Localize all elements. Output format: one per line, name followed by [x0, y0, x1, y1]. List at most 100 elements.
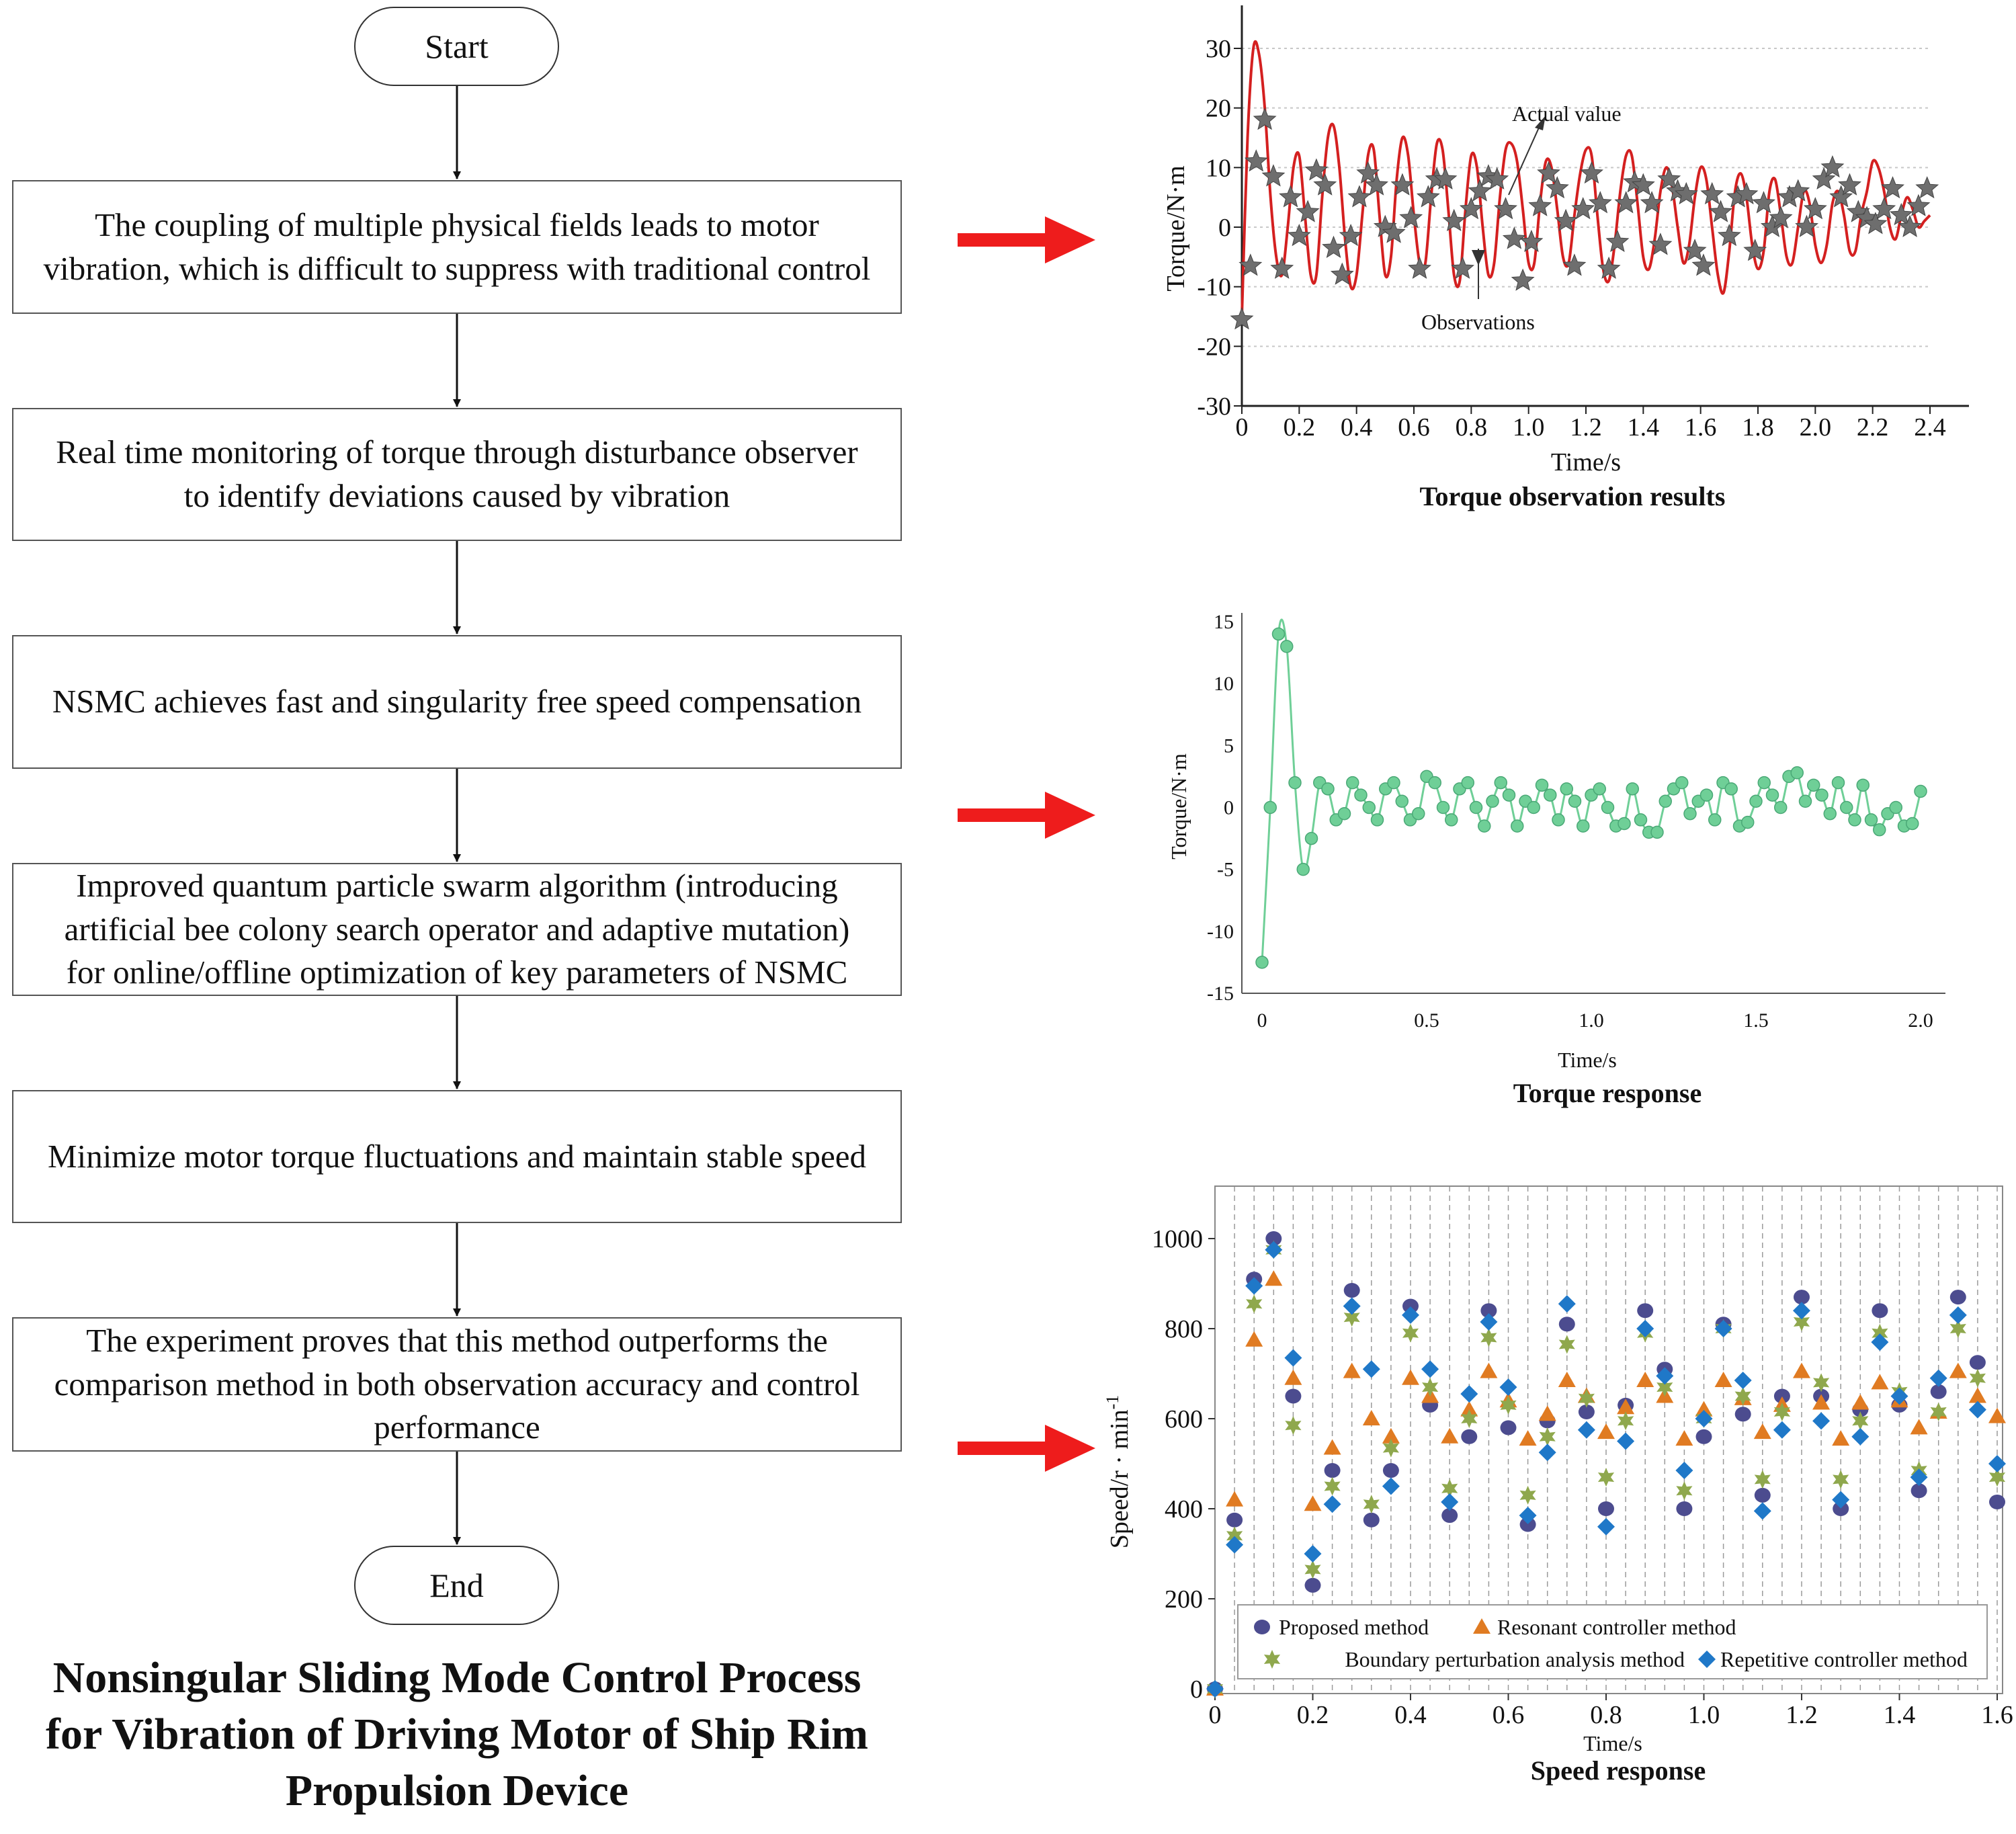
triangle-marker [1832, 1430, 1850, 1446]
process-step-nsmc: NSMC achieves fast and singularity free … [12, 635, 902, 769]
triangle-marker [1245, 1331, 1263, 1347]
diamond-marker [1480, 1312, 1498, 1331]
torque-response-point [1618, 817, 1631, 831]
circle-marker [1618, 1397, 1634, 1413]
actual-value-line [1241, 40, 1931, 317]
torque-response-point [1782, 769, 1796, 784]
observation-star [1820, 155, 1845, 178]
circle-marker [1304, 1577, 1321, 1593]
triangle-marker [1577, 1387, 1595, 1403]
triangle-marker [1519, 1430, 1537, 1446]
observation-star [1863, 212, 1888, 235]
step-text-line: comparison method in both observation ac… [54, 1365, 860, 1403]
pointer-arrow-3 [958, 1425, 1095, 1472]
torque-response-point [1848, 813, 1861, 827]
diamond-marker [1793, 1302, 1810, 1320]
legend-box [1237, 1604, 1988, 1679]
torque-response-point [1732, 819, 1747, 833]
diamond-marker [1245, 1277, 1263, 1295]
chart3-ylabel-main: Speed/r · min [1105, 1409, 1134, 1548]
x-tick-label: 1.0 [1513, 413, 1545, 442]
observation-star [1829, 185, 1853, 208]
x-tick-label: 0.8 [1456, 413, 1488, 442]
star-marker [1304, 1560, 1321, 1579]
torque-response-point [1436, 800, 1450, 815]
observation-star [1631, 173, 1655, 196]
torque-response-point [1568, 794, 1582, 808]
observation-star [1451, 256, 1474, 279]
triangle-marker [1499, 1392, 1517, 1408]
triangle-marker [1597, 1423, 1615, 1440]
observation-star [1709, 200, 1732, 222]
star-marker [1852, 1411, 1869, 1431]
observation-star [1795, 214, 1818, 237]
triangle-marker [1480, 1362, 1498, 1378]
torque-response-point [1585, 788, 1598, 802]
observation-star [1356, 161, 1380, 184]
observation-star [1502, 226, 1526, 249]
diamond-marker [1343, 1297, 1361, 1315]
step-text-line: Improved quantum particle swarm algorith… [76, 867, 838, 904]
observation-star [1743, 239, 1767, 261]
circle-marker [1558, 1317, 1575, 1332]
torque-response-point [1296, 862, 1310, 876]
circle-marker [1969, 1355, 1986, 1370]
torque-response-point [1527, 800, 1540, 815]
chart1-ylabel: Torque/N·m [1162, 165, 1190, 291]
diamond-marker [1636, 1320, 1654, 1337]
y-tick-label: -5 [1217, 859, 1234, 881]
triangle-marker [1402, 1369, 1419, 1385]
triangle-marker [1910, 1419, 1928, 1435]
process-step-optimization: Improved quantum particle swarm algorith… [12, 863, 902, 996]
triangle-marker [1304, 1495, 1322, 1511]
y-tick-label: -30 [1197, 392, 1231, 421]
speed-markers [1206, 1231, 2006, 1698]
torque-response-point [1765, 788, 1779, 802]
triangle-marker [1343, 1362, 1361, 1378]
diamond-marker [1753, 1502, 1771, 1520]
y-tick-label: -10 [1207, 921, 1234, 943]
circle-marker [1656, 1362, 1673, 1377]
torque-response-point [1412, 806, 1425, 821]
title-line: for Vibration of Driving Motor of Ship R… [45, 1709, 869, 1759]
torque-response-point [1255, 956, 1269, 969]
y-tick-label: 30 [1206, 35, 1231, 63]
torque-response-point [1609, 819, 1623, 833]
star-marker [1949, 1319, 1966, 1338]
star-marker [1461, 1409, 1478, 1428]
torque-response-point [1815, 788, 1829, 802]
triangle-marker [1441, 1427, 1459, 1444]
torque-response-point [1840, 800, 1853, 815]
observation-star [1304, 158, 1329, 181]
observation-star [1855, 206, 1879, 228]
diamond-marker [1871, 1333, 1889, 1351]
star-marker [1578, 1388, 1595, 1408]
torque-response-point [1370, 813, 1384, 827]
circle-marker [1539, 1413, 1556, 1429]
circle-marker [1578, 1404, 1595, 1419]
observation-star [1623, 170, 1646, 193]
torque-response-point [1337, 806, 1351, 821]
x-tick-label: 1.8 [1742, 413, 1774, 442]
star-marker [1773, 1402, 1790, 1421]
observation-star [1459, 197, 1483, 220]
observation-star [1726, 185, 1750, 208]
observation-star [1279, 185, 1302, 208]
legend-diamond-marker [1698, 1651, 1716, 1668]
diamond-marker [1362, 1360, 1380, 1378]
star-marker [1695, 1409, 1712, 1428]
legend-label: Repetitive controller method [1720, 1647, 1968, 1671]
observation-star [1614, 191, 1638, 214]
circle-marker [1226, 1512, 1243, 1528]
star-marker [1441, 1478, 1458, 1498]
star-marker [1324, 1476, 1341, 1496]
torque-response-point [1544, 788, 1557, 802]
observation-stars [1230, 108, 1939, 330]
y-tick-label: 15 [1214, 611, 1234, 633]
observation-star [1752, 191, 1775, 214]
circle-marker [1343, 1283, 1360, 1298]
observation-star [1769, 206, 1793, 228]
torque-response-point [1428, 776, 1441, 790]
torque-response-point [1699, 788, 1714, 802]
